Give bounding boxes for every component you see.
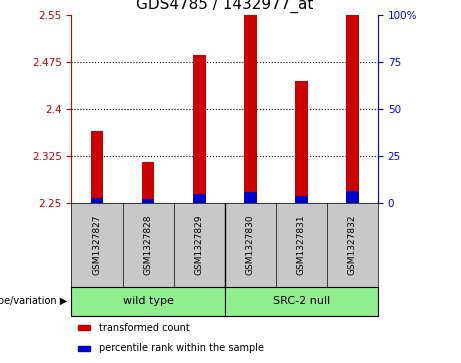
Bar: [295, 81, 308, 203]
Text: SRC-2 null: SRC-2 null: [273, 296, 330, 306]
Text: percentile rank within the sample: percentile rank within the sample: [99, 343, 264, 353]
Bar: [77, 325, 90, 330]
Bar: [225, 287, 378, 316]
Bar: [193, 194, 206, 203]
Text: GSM1327829: GSM1327829: [195, 215, 204, 275]
Bar: [346, 13, 359, 203]
Bar: [91, 131, 103, 203]
Bar: [77, 346, 90, 351]
Bar: [91, 198, 103, 203]
Text: GSM1327831: GSM1327831: [297, 215, 306, 276]
Text: genotype/variation ▶: genotype/variation ▶: [0, 296, 67, 306]
Bar: [71, 287, 225, 316]
Text: wild type: wild type: [123, 296, 173, 306]
Text: GSM1327827: GSM1327827: [93, 215, 101, 275]
Bar: [142, 199, 154, 203]
Bar: [295, 196, 308, 203]
Text: transformed count: transformed count: [99, 323, 190, 333]
Bar: [346, 191, 359, 203]
Bar: [193, 56, 206, 203]
Title: GDS4785 / 1432977_at: GDS4785 / 1432977_at: [136, 0, 313, 13]
Bar: [244, 11, 257, 203]
Text: GSM1327828: GSM1327828: [143, 215, 153, 275]
Bar: [244, 192, 257, 203]
Text: GSM1327830: GSM1327830: [246, 215, 255, 276]
Bar: [142, 162, 154, 203]
Text: GSM1327832: GSM1327832: [348, 215, 357, 275]
